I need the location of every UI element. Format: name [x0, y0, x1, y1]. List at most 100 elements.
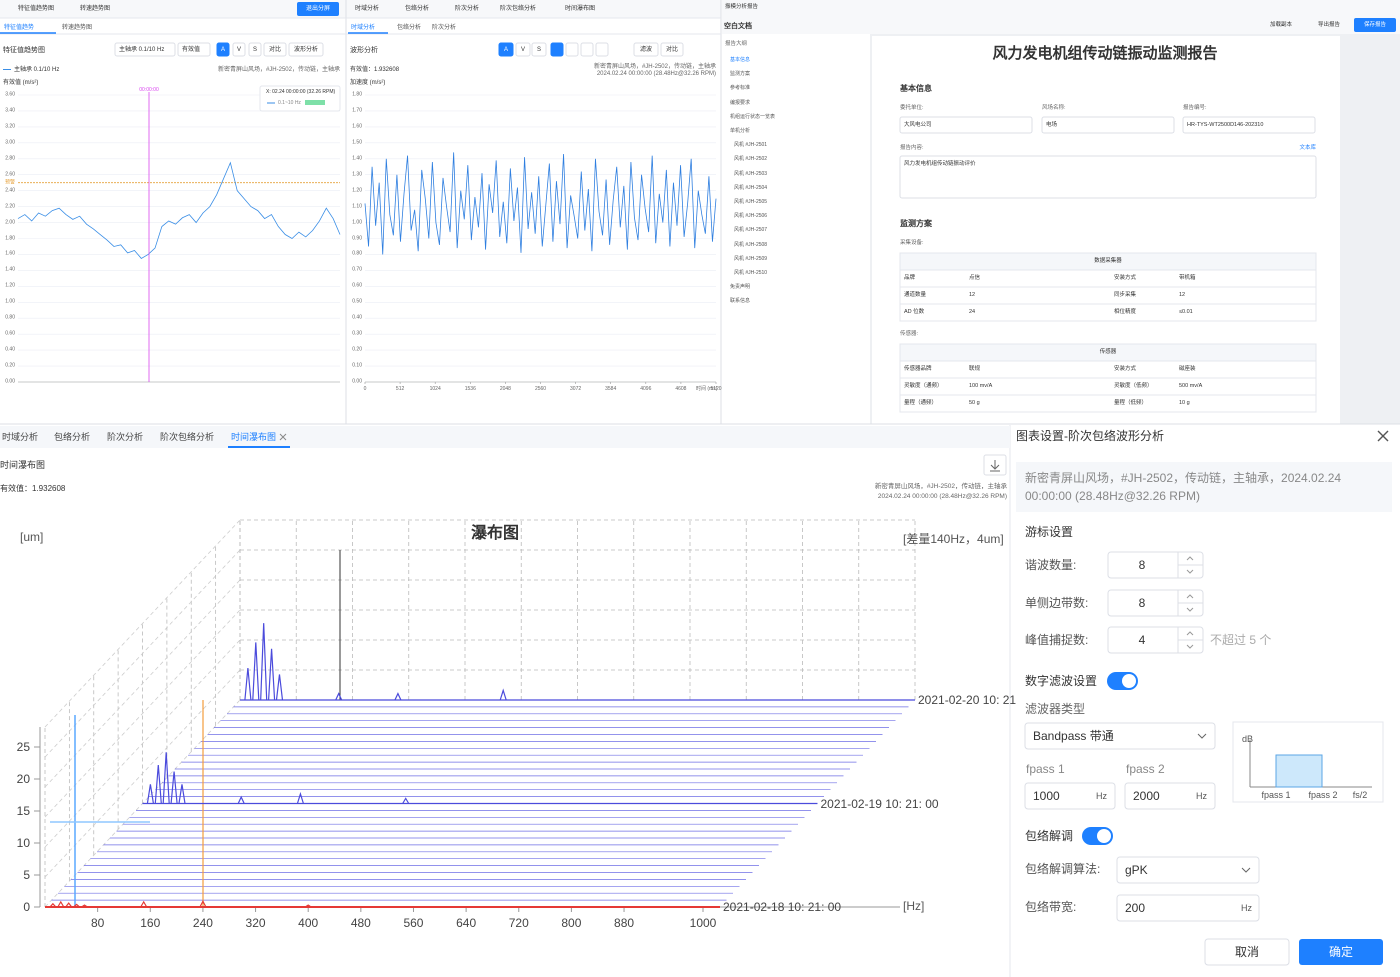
dialog-title: 图表设置-阶次包络波形分析 — [1016, 429, 1164, 443]
button[interactable] — [232, 42, 246, 57]
button-label[interactable]: S — [536, 47, 542, 53]
button-label[interactable]: 取消 — [1234, 945, 1260, 959]
tab[interactable]: 时域分析 — [2, 432, 39, 442]
button-label[interactable]: A — [503, 47, 509, 53]
select-value[interactable]: gPK — [1125, 863, 1148, 877]
input[interactable] — [899, 116, 1033, 134]
select[interactable] — [114, 42, 176, 57]
outline-item[interactable]: 参考标准 — [730, 85, 751, 92]
icon-button[interactable] — [595, 42, 609, 57]
button-label[interactable]: 波形分析 — [293, 47, 319, 53]
input[interactable] — [1024, 782, 1116, 810]
outline-item[interactable]: 风机 #JH-2507 — [734, 227, 768, 234]
toolbar-item[interactable]: 特征值趋势图 — [18, 6, 55, 12]
toolbar — [0, 0, 721, 18]
button[interactable] — [515, 42, 531, 57]
select-value[interactable]: 有效值 — [182, 47, 201, 53]
button[interactable] — [531, 42, 547, 57]
button-label[interactable]: A — [220, 47, 226, 53]
spinner-arrows[interactable] — [1186, 594, 1194, 612]
button-label[interactable]: V — [520, 47, 526, 53]
button-label[interactable]: S — [252, 47, 258, 53]
input[interactable] — [1041, 116, 1175, 134]
button-label[interactable]: 滤波 — [639, 47, 653, 53]
button[interactable] — [248, 42, 262, 57]
outline-item[interactable]: 免责声明 — [730, 284, 751, 291]
toolbar-item[interactable]: 阶次包络分析 — [500, 6, 537, 12]
icon-button[interactable] — [580, 42, 594, 57]
select[interactable] — [1116, 856, 1260, 884]
outline-item[interactable]: 基本信息 — [730, 57, 751, 63]
button[interactable] — [498, 42, 514, 57]
tab[interactable]: 包络分析 — [54, 432, 91, 442]
button[interactable] — [288, 42, 324, 57]
outline-item[interactable]: 风机 #JH-2508 — [734, 241, 768, 248]
library-link[interactable]: 文本库 — [1299, 145, 1316, 151]
button[interactable] — [216, 42, 230, 57]
field-label: 报告编号: — [1183, 105, 1207, 111]
exit-button[interactable] — [297, 2, 339, 16]
select-value[interactable]: 主轴承 0.1/10 Hz — [119, 47, 165, 53]
select-value[interactable]: Bandpass 带通 — [1033, 729, 1114, 743]
outline-item[interactable]: 联系信息 — [730, 298, 751, 305]
button-label[interactable]: 确定 — [1328, 945, 1354, 959]
toggle-knob[interactable] — [1097, 829, 1111, 843]
button-label[interactable]: V — [236, 47, 242, 53]
outline-item[interactable]: 风机 #JH-2510 — [734, 270, 768, 276]
toolbar-item[interactable]: 时域分析 — [355, 6, 380, 12]
outline-item[interactable]: 监测方案 — [730, 71, 751, 78]
outline-item[interactable]: 机组运行状态一览表 — [730, 113, 776, 120]
outline-item[interactable]: 单机分析 — [730, 128, 751, 134]
tab[interactable]: 时间瀑布图 — [231, 432, 277, 442]
y-tick-label: 1.60 — [5, 250, 15, 257]
toggle-knob[interactable] — [1122, 674, 1136, 688]
outline-item[interactable]: 风机 #JH-2509 — [734, 255, 768, 262]
outline-item[interactable]: 风机 #JH-2505 — [734, 199, 768, 205]
tab[interactable]: 包络分析 — [397, 25, 422, 31]
field-label: 报告内容: — [900, 145, 924, 151]
button[interactable] — [263, 42, 287, 57]
button-label[interactable]: 对比 — [665, 47, 679, 53]
toolbar-item[interactable]: 转速趋势图 — [80, 6, 111, 12]
outline-item[interactable]: 风机 #JH-2503 — [734, 170, 768, 177]
button-label[interactable]: 保存报告 — [1363, 22, 1387, 28]
select[interactable] — [177, 42, 211, 57]
diagram-label: dB — [1242, 734, 1254, 744]
tab-close — [279, 433, 287, 441]
button[interactable] — [660, 42, 684, 57]
spinner-arrows[interactable] — [1186, 631, 1194, 649]
ok-button[interactable] — [1299, 939, 1383, 965]
save-button[interactable] — [1354, 18, 1396, 32]
tab[interactable]: 转速趋势图 — [62, 25, 93, 31]
textarea[interactable] — [899, 155, 1317, 199]
button-label[interactable]: 退出分屏 — [305, 6, 331, 12]
button[interactable] — [633, 42, 659, 57]
outline-item[interactable]: 风机 #JH-2504 — [734, 184, 768, 191]
toolbar-item[interactable]: 包络分析 — [405, 6, 430, 12]
outline-item[interactable]: 编报要求 — [730, 99, 751, 106]
cancel-button[interactable] — [1204, 938, 1290, 966]
input[interactable] — [1182, 116, 1316, 134]
button-label[interactable]: 对比 — [268, 47, 282, 53]
outline-item[interactable]: 风机 #JH-2506 — [734, 213, 768, 220]
icon-button[interactable] — [565, 42, 579, 57]
toolbar-item[interactable]: 阶次分析 — [455, 6, 480, 12]
tab[interactable]: 阶次分析 — [107, 432, 144, 442]
outline-item[interactable]: 风机 #JH-2501 — [734, 142, 768, 149]
tab[interactable]: 阶次分析 — [432, 25, 457, 31]
icon-button[interactable] — [550, 42, 564, 57]
outline-item[interactable]: 风机 #JH-2502 — [734, 156, 768, 163]
spectrum-peak — [178, 784, 186, 804]
input[interactable] — [1124, 782, 1216, 810]
select[interactable] — [1024, 722, 1216, 750]
toolbar-item[interactable]: 时间瀑布图 — [565, 6, 596, 12]
field-label: 滤波器类型 — [1025, 702, 1086, 716]
action[interactable]: 导出报告 — [1318, 22, 1341, 28]
tab[interactable]: 阶次包络分析 — [160, 432, 215, 442]
input[interactable] — [1116, 894, 1260, 922]
action[interactable]: 加载副本 — [1270, 22, 1293, 28]
spinner-arrows[interactable] — [1186, 556, 1194, 574]
field-value: 200 — [1125, 901, 1146, 915]
tab[interactable]: 特征值趋势 — [4, 25, 35, 31]
tab[interactable]: 时域分析 — [351, 25, 376, 31]
